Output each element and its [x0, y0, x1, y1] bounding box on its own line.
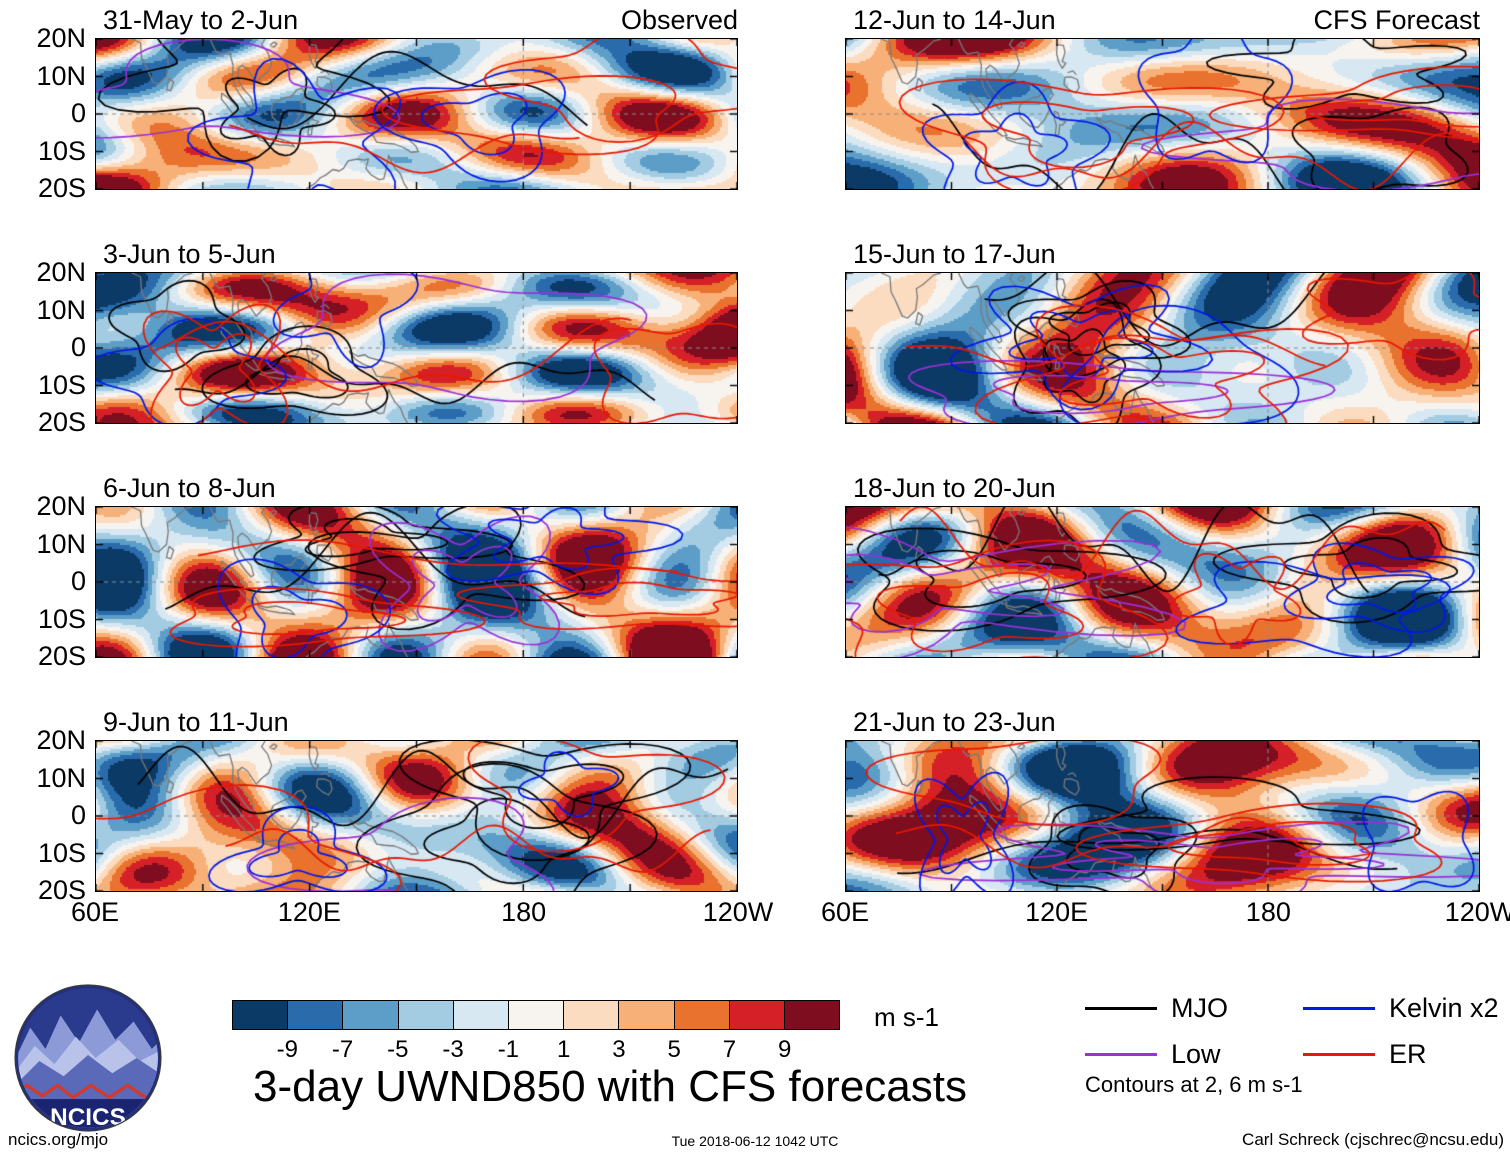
panel-date-title: 31-May to 2-Jun [103, 5, 299, 35]
legend: MJO Low Kelvin x2 ER [1085, 985, 1503, 1077]
y-axis-label: 10S [37, 135, 86, 166]
y-axis-label: 10S [37, 369, 86, 400]
colorbar-segment [674, 1001, 730, 1029]
contours-note: Contours at 2, 6 m s-1 [1085, 1072, 1303, 1097]
colorbar-tick-label: 5 [667, 1036, 681, 1063]
x-axis-label: 120W [702, 897, 774, 927]
colorbar-segment [398, 1001, 454, 1029]
chart-title: 3-day UWND850 with CFS forecasts [253, 1062, 967, 1111]
y-axis-label: 20S [37, 875, 86, 905]
legend-label-low: Low [1171, 1038, 1221, 1069]
y-axis-label: 0 [70, 800, 86, 830]
uwnd-map-canvas [846, 39, 1479, 189]
panel-date-title: 3-Jun to 5-Jun [103, 239, 276, 269]
legend-label-mjo: MJO [1171, 992, 1228, 1023]
ncics-logo: NCICS [12, 982, 164, 1134]
y-axis-label: 10S [37, 603, 86, 634]
colorbar-segment [784, 1001, 840, 1029]
map-panel-forecast-1 [845, 38, 1480, 190]
colorbar-tick-label: 9 [778, 1036, 792, 1063]
colorbar-tick-label: -5 [387, 1036, 409, 1063]
low-line-swatch [1085, 1052, 1157, 1056]
colorbar-labels: -9 -7 -5 -3 -1 1 3 5 7 9 [232, 1036, 840, 1066]
er-line-swatch [1303, 1052, 1375, 1056]
legend-item-low: Low [1085, 1039, 1303, 1070]
legend-item-kelvin: Kelvin x2 [1303, 993, 1503, 1024]
colorbar-segment [233, 1001, 289, 1029]
colorbar-segment [729, 1001, 785, 1029]
ncics-logo-graphic: NCICS [14, 984, 162, 1132]
colorbar-tick-label: -7 [331, 1036, 354, 1063]
footer-url: ncics.org/mjo [8, 1130, 109, 1149]
y-axis-label: 0 [70, 98, 86, 128]
x-axis-label: 120W [1444, 897, 1510, 927]
y-axis-label: 20N [36, 491, 86, 521]
panel-date-title: 15-Jun to 17-Jun [853, 239, 1056, 269]
colorbar-segment [564, 1001, 620, 1029]
y-axis-label: 0 [70, 332, 86, 362]
colorbar-segment [453, 1001, 509, 1029]
x-axis-label: 120E [277, 897, 341, 927]
logo-text: NCICS [50, 1104, 126, 1131]
legend-label-kelvin: Kelvin x2 [1389, 992, 1499, 1023]
colorbar [232, 1000, 840, 1030]
map-panel-observed-4 [95, 740, 738, 892]
y-axis-label: 0 [70, 566, 86, 596]
colorbar-units: m s-1 [874, 1002, 939, 1032]
legend-label-er: ER [1389, 1038, 1427, 1069]
colorbar-segment [288, 1001, 344, 1029]
colorbar-segment [343, 1001, 399, 1029]
y-axis-label: 20S [37, 407, 86, 437]
x-axis-label: 60E [820, 897, 870, 927]
uwnd-map-canvas [96, 273, 737, 423]
uwnd-map-canvas [846, 273, 1479, 423]
panel-date-title: 6-Jun to 8-Jun [103, 473, 276, 503]
map-panel-forecast-4 [845, 740, 1480, 892]
panel-date-title: 12-Jun to 14-Jun [853, 5, 1056, 35]
colorbar-tick-label: -1 [497, 1036, 520, 1063]
y-axis-label: 20S [37, 173, 86, 203]
colorbar-tick-label: -3 [442, 1036, 464, 1063]
colorbar-tick-label: 7 [722, 1036, 737, 1063]
y-axis-label: 10N [36, 294, 86, 325]
x-axis-label: 120E [1025, 897, 1089, 927]
uwnd-map-canvas [846, 741, 1479, 891]
colorbar-segment [619, 1001, 675, 1029]
legend-item-mjo: MJO [1085, 993, 1303, 1024]
panel-date-title: 9-Jun to 11-Jun [103, 707, 289, 737]
colorbar-tick-label: -9 [276, 1036, 298, 1063]
panel-date-title: 18-Jun to 20-Jun [853, 473, 1056, 503]
kelvin-line-swatch [1303, 1006, 1375, 1010]
x-axis-label: 180 [1245, 897, 1291, 927]
map-panel-observed-3 [95, 506, 738, 658]
mjo-line-swatch [1085, 1006, 1157, 1010]
x-axis-label: 180 [501, 897, 547, 927]
colorbar-segment [508, 1001, 565, 1029]
y-axis-label: 20N [36, 725, 86, 755]
uwnd-map-canvas [96, 741, 737, 891]
observed-header: Observed [620, 5, 738, 35]
legend-item-er: ER [1303, 1039, 1503, 1070]
map-panel-observed-1 [95, 38, 738, 190]
y-axis-label: 20N [36, 257, 86, 287]
y-axis-label: 10S [37, 837, 86, 868]
uwnd-map-canvas [846, 507, 1479, 657]
y-axis-label: 10N [36, 528, 86, 559]
panel-date-title: 21-Jun to 23-Jun [853, 707, 1056, 737]
map-panel-observed-2 [95, 272, 738, 424]
map-panel-forecast-2 [845, 272, 1480, 424]
y-axis-label: 10N [36, 762, 86, 793]
uwnd-map-canvas [96, 39, 737, 189]
y-axis-label: 20S [37, 641, 86, 671]
colorbar-tick-label: 1 [556, 1036, 571, 1063]
y-axis-label: 10N [36, 60, 86, 91]
cfs-forecast-header: CFS Forecast [1313, 5, 1480, 35]
x-axis-label: 60E [70, 897, 120, 927]
map-panel-forecast-3 [845, 506, 1480, 658]
uwnd-map-canvas [96, 507, 737, 657]
y-axis-label: 20N [36, 23, 86, 53]
colorbar-tick-label: 3 [612, 1036, 626, 1063]
footer-author: Carl Schreck (cjschrec@ncsu.edu) [1242, 1130, 1504, 1149]
